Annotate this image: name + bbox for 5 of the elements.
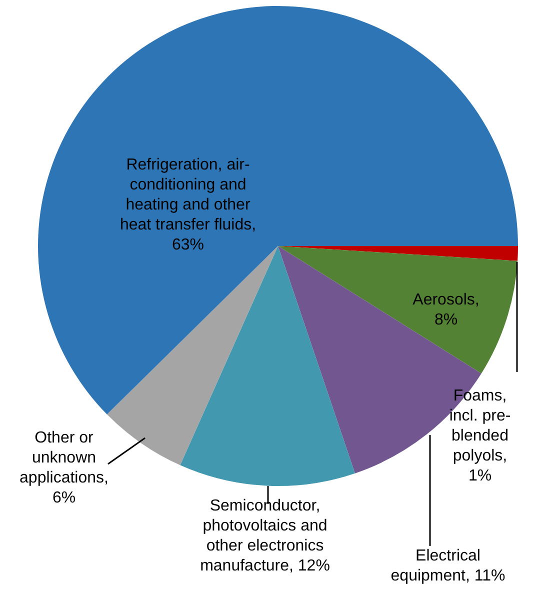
slice-label: Semiconductor, photovoltaics and other electronics manufacture, 12% [200, 497, 330, 574]
slice-label: Electrical equipment, 11% [390, 547, 506, 584]
slice-label: Other or unknown applications, 6% [20, 429, 108, 506]
slice-label: Refrigeration, air-conditioning and heating and other heat transfer fluids, 63% [120, 156, 256, 254]
slice-label: Aerosols, 8% [412, 291, 480, 328]
